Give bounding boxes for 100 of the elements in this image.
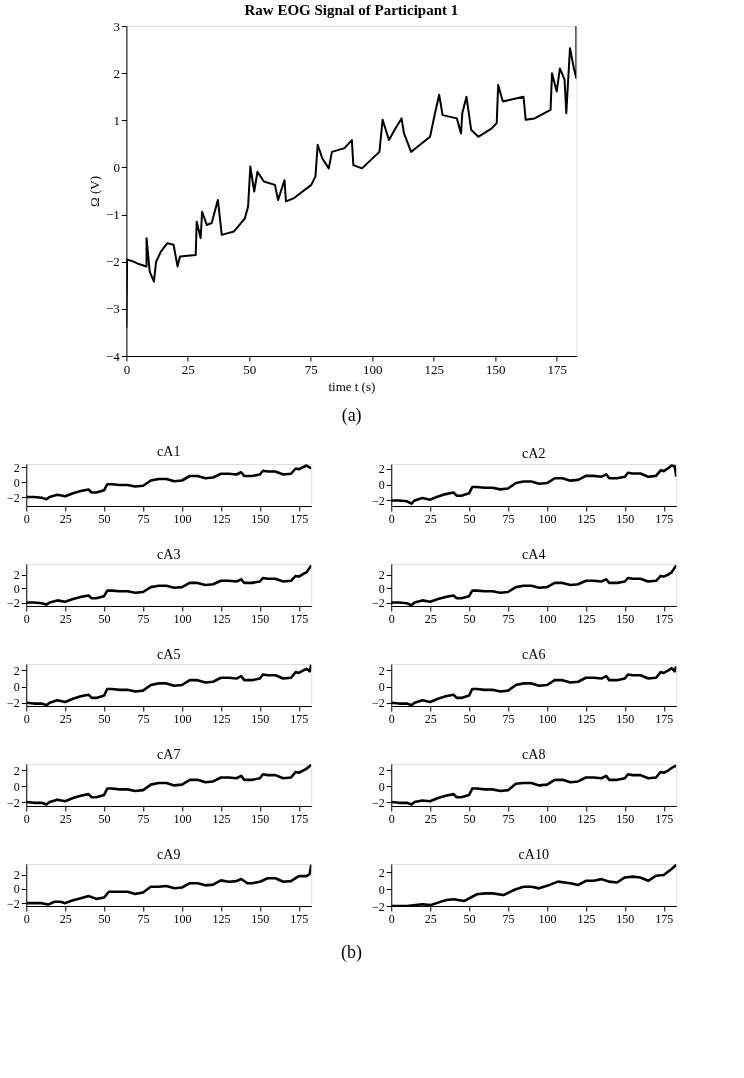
x-tick-label: 50 [98,711,111,726]
y-tick-label: 2 [378,865,385,880]
y-tick-label: −2 [371,899,385,914]
x-tick-label: 0 [123,361,131,377]
y-tick-label: 0 [378,680,385,695]
x-tick-label: 150 [616,911,635,926]
chart-title: cA7 [157,747,181,762]
x-tick-label: 150 [616,611,635,626]
x-tick-label: 0 [388,611,395,626]
x-tick-label: 175 [655,511,674,526]
x-tick-label: 50 [463,511,476,526]
y-tick-label: 1 [113,112,120,128]
x-tick-label: 75 [502,611,515,626]
x-tick-label: 25 [59,911,72,926]
x-tick-label: 100 [538,611,557,626]
x-tick-label: 175 [290,611,309,626]
x-tick-label: 25 [59,611,72,626]
chart-title: cA9 [157,847,181,862]
x-tick-label: 0 [388,711,395,726]
y-tick-label: 0 [13,779,20,794]
x-tick-label: 50 [463,811,476,826]
x-tick-label: 150 [616,711,635,726]
y-tick-label: −2 [371,795,385,810]
y-tick-label: −2 [6,490,20,505]
y-tick-label: −2 [371,493,385,508]
x-tick-label: 50 [243,361,257,377]
y-tick-label: −2 [6,596,20,610]
x-tick-label: 0 [23,811,30,826]
x-tick-label: 175 [655,911,674,926]
y-tick-label: 0 [378,882,385,897]
x-tick-label: 50 [98,611,111,626]
x-tick-label: 100 [363,361,383,377]
chart-title: cA2 [522,445,546,461]
x-tick-label: 75 [137,911,150,926]
x-tick-label: 0 [388,511,395,526]
y-tick-label: 0 [13,475,20,490]
chart-title: cA10 [518,847,549,862]
x-tick-label: 75 [137,511,150,526]
x-tick-label: 150 [251,811,270,826]
x-tick-label: 125 [212,811,231,826]
text: (a) [341,405,362,426]
x-tick-label: 150 [485,361,506,377]
y-tick-label: 2 [13,763,20,778]
x-tick-label: 100 [173,511,192,526]
y-tick-label: 2 [13,868,20,883]
x-tick-label: 175 [547,361,567,377]
x-tick-label: 100 [538,711,557,726]
x-tick-label: 175 [655,611,674,626]
y-tick-label: 0 [13,582,20,596]
y-tick-label: −2 [371,596,385,610]
x-tick-label: 50 [463,711,476,726]
x-tick-label: 0 [23,611,30,626]
x-tick-label: 75 [304,361,318,377]
chart-title: cA5 [157,647,181,662]
x-tick-label: 50 [98,811,111,826]
x-tick-label: 25 [424,611,437,626]
chart-title: Raw EOG Signal of Participant 1 [244,2,459,18]
x-tick-label: 175 [290,911,309,926]
text: (b) [341,942,362,963]
x-tick-label: 175 [290,711,309,726]
x-tick-label: 25 [59,711,72,726]
x-tick-label: 0 [388,911,395,926]
y-tick-label: −2 [6,896,20,911]
x-tick-label: 100 [173,811,192,826]
chart-title: cA8 [522,747,546,762]
y-tick-label: 2 [13,460,20,475]
x-tick-label: 25 [424,811,437,826]
x-tick-label: 175 [655,811,674,826]
x-tick-label: 125 [212,611,231,626]
x-tick-label: 25 [59,811,72,826]
x-tick-label: 125 [212,911,231,926]
y-tick-label: 3 [113,18,120,34]
y-tick-label: 0 [378,779,385,794]
y-tick-label: 2 [13,568,20,582]
x-tick-label: 25 [59,511,72,526]
x-tick-label: 75 [137,711,150,726]
chart-title: cA3 [157,547,181,562]
x-tick-label: 50 [98,511,111,526]
y-tick-label: 2 [113,65,120,81]
y-tick-label: 2 [378,568,385,582]
x-tick-label: 150 [251,511,270,526]
x-tick-label: 150 [616,511,635,526]
y-tick-label: −1 [106,207,120,223]
x-tick-label: 75 [502,811,515,826]
x-tick-label: 125 [577,511,596,526]
x-tick-label: 125 [577,711,596,726]
x-tick-label: 75 [137,611,150,626]
x-tick-label: 0 [23,711,30,726]
x-tick-label: 75 [502,911,515,926]
y-tick-label: −2 [371,696,385,711]
x-tick-label: 50 [463,911,476,926]
y-tick-label: 0 [378,478,385,493]
x-tick-label: 125 [577,911,596,926]
chart-title: cA1 [157,444,181,459]
chart-title: cA4 [522,547,546,562]
y-tick-label: 0 [13,882,20,897]
y-tick-label: 2 [378,462,385,477]
x-tick-label: 125 [212,511,231,526]
x-axis-title: time t (s) [328,378,376,394]
y-tick-label: −4 [106,348,121,364]
